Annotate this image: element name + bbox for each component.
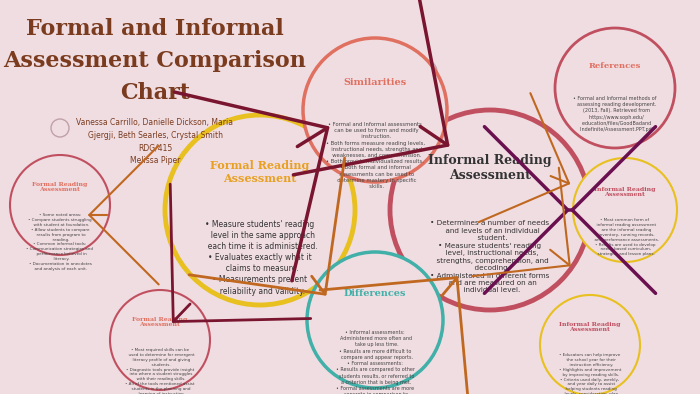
Circle shape: [390, 110, 590, 310]
Circle shape: [546, 261, 564, 279]
Text: • Formal and Informal methods of
  assessing reading development.
  (2013, Fall): • Formal and Informal methods of assessi…: [573, 96, 657, 132]
Text: • Educators can help improve
  the school year for their
  instruction efficienc: • Educators can help improve the school …: [559, 353, 621, 394]
Text: • Most required skills can be
  used to determine for emergent
  literacy profil: • Most required skills can be used to de…: [125, 348, 195, 394]
Circle shape: [51, 119, 69, 137]
Circle shape: [413, 60, 437, 84]
Text: Formal Reading
Assessment: Formal Reading Assessment: [132, 317, 188, 327]
Text: • Most common form of
  informal reading assessment
  are the informal reading
 : • Most common form of informal reading a…: [592, 218, 659, 256]
Text: Informal Reading
Assessment: Informal Reading Assessment: [559, 322, 621, 333]
Circle shape: [303, 38, 447, 182]
Text: Chart: Chart: [120, 82, 190, 104]
Text: Assessment Comparison: Assessment Comparison: [4, 50, 307, 72]
Text: Formal Reading
Assessment: Formal Reading Assessment: [210, 160, 309, 184]
Text: • Formal and Informal assessments
  can be used to form and modify
  instruction: • Formal and Informal assessments can be…: [326, 122, 424, 189]
Text: Vanessa Carrillo, Danielle Dickson, Maria
Gjergji, Beth Searles, Crystal Smith
R: Vanessa Carrillo, Danielle Dickson, Mari…: [76, 118, 234, 165]
Text: Differences: Differences: [344, 290, 406, 299]
Text: Informal Reading
Assessment: Informal Reading Assessment: [428, 154, 552, 182]
Circle shape: [110, 290, 210, 390]
Text: Informal Reading
Assessment: Informal Reading Assessment: [594, 187, 656, 197]
Circle shape: [165, 115, 355, 305]
Text: • Determines a number of needs
  and levels of an individual
  student.
• Measur: • Determines a number of needs and level…: [430, 220, 550, 294]
Text: References: References: [589, 62, 641, 70]
Text: • Measure students' reading
  level in the same approach
  each time it is admin: • Measure students' reading level in the…: [202, 220, 317, 296]
Text: • Some noted areas:
• Compare students struggling
  with student at foundation.
: • Some noted areas: • Compare students s…: [27, 213, 94, 271]
Circle shape: [10, 155, 110, 255]
Circle shape: [307, 252, 443, 388]
Text: Formal Reading
Assessment: Formal Reading Assessment: [32, 182, 88, 192]
Circle shape: [540, 295, 640, 394]
Text: Similarities: Similarities: [344, 78, 407, 87]
Text: Formal and Informal: Formal and Informal: [26, 18, 284, 40]
Text: • Informal assessments:
  Administered more often and
  take up less time.
• Res: • Informal assessments: Administered mor…: [335, 330, 414, 394]
Circle shape: [573, 158, 677, 262]
Circle shape: [555, 28, 675, 148]
Circle shape: [543, 143, 567, 167]
